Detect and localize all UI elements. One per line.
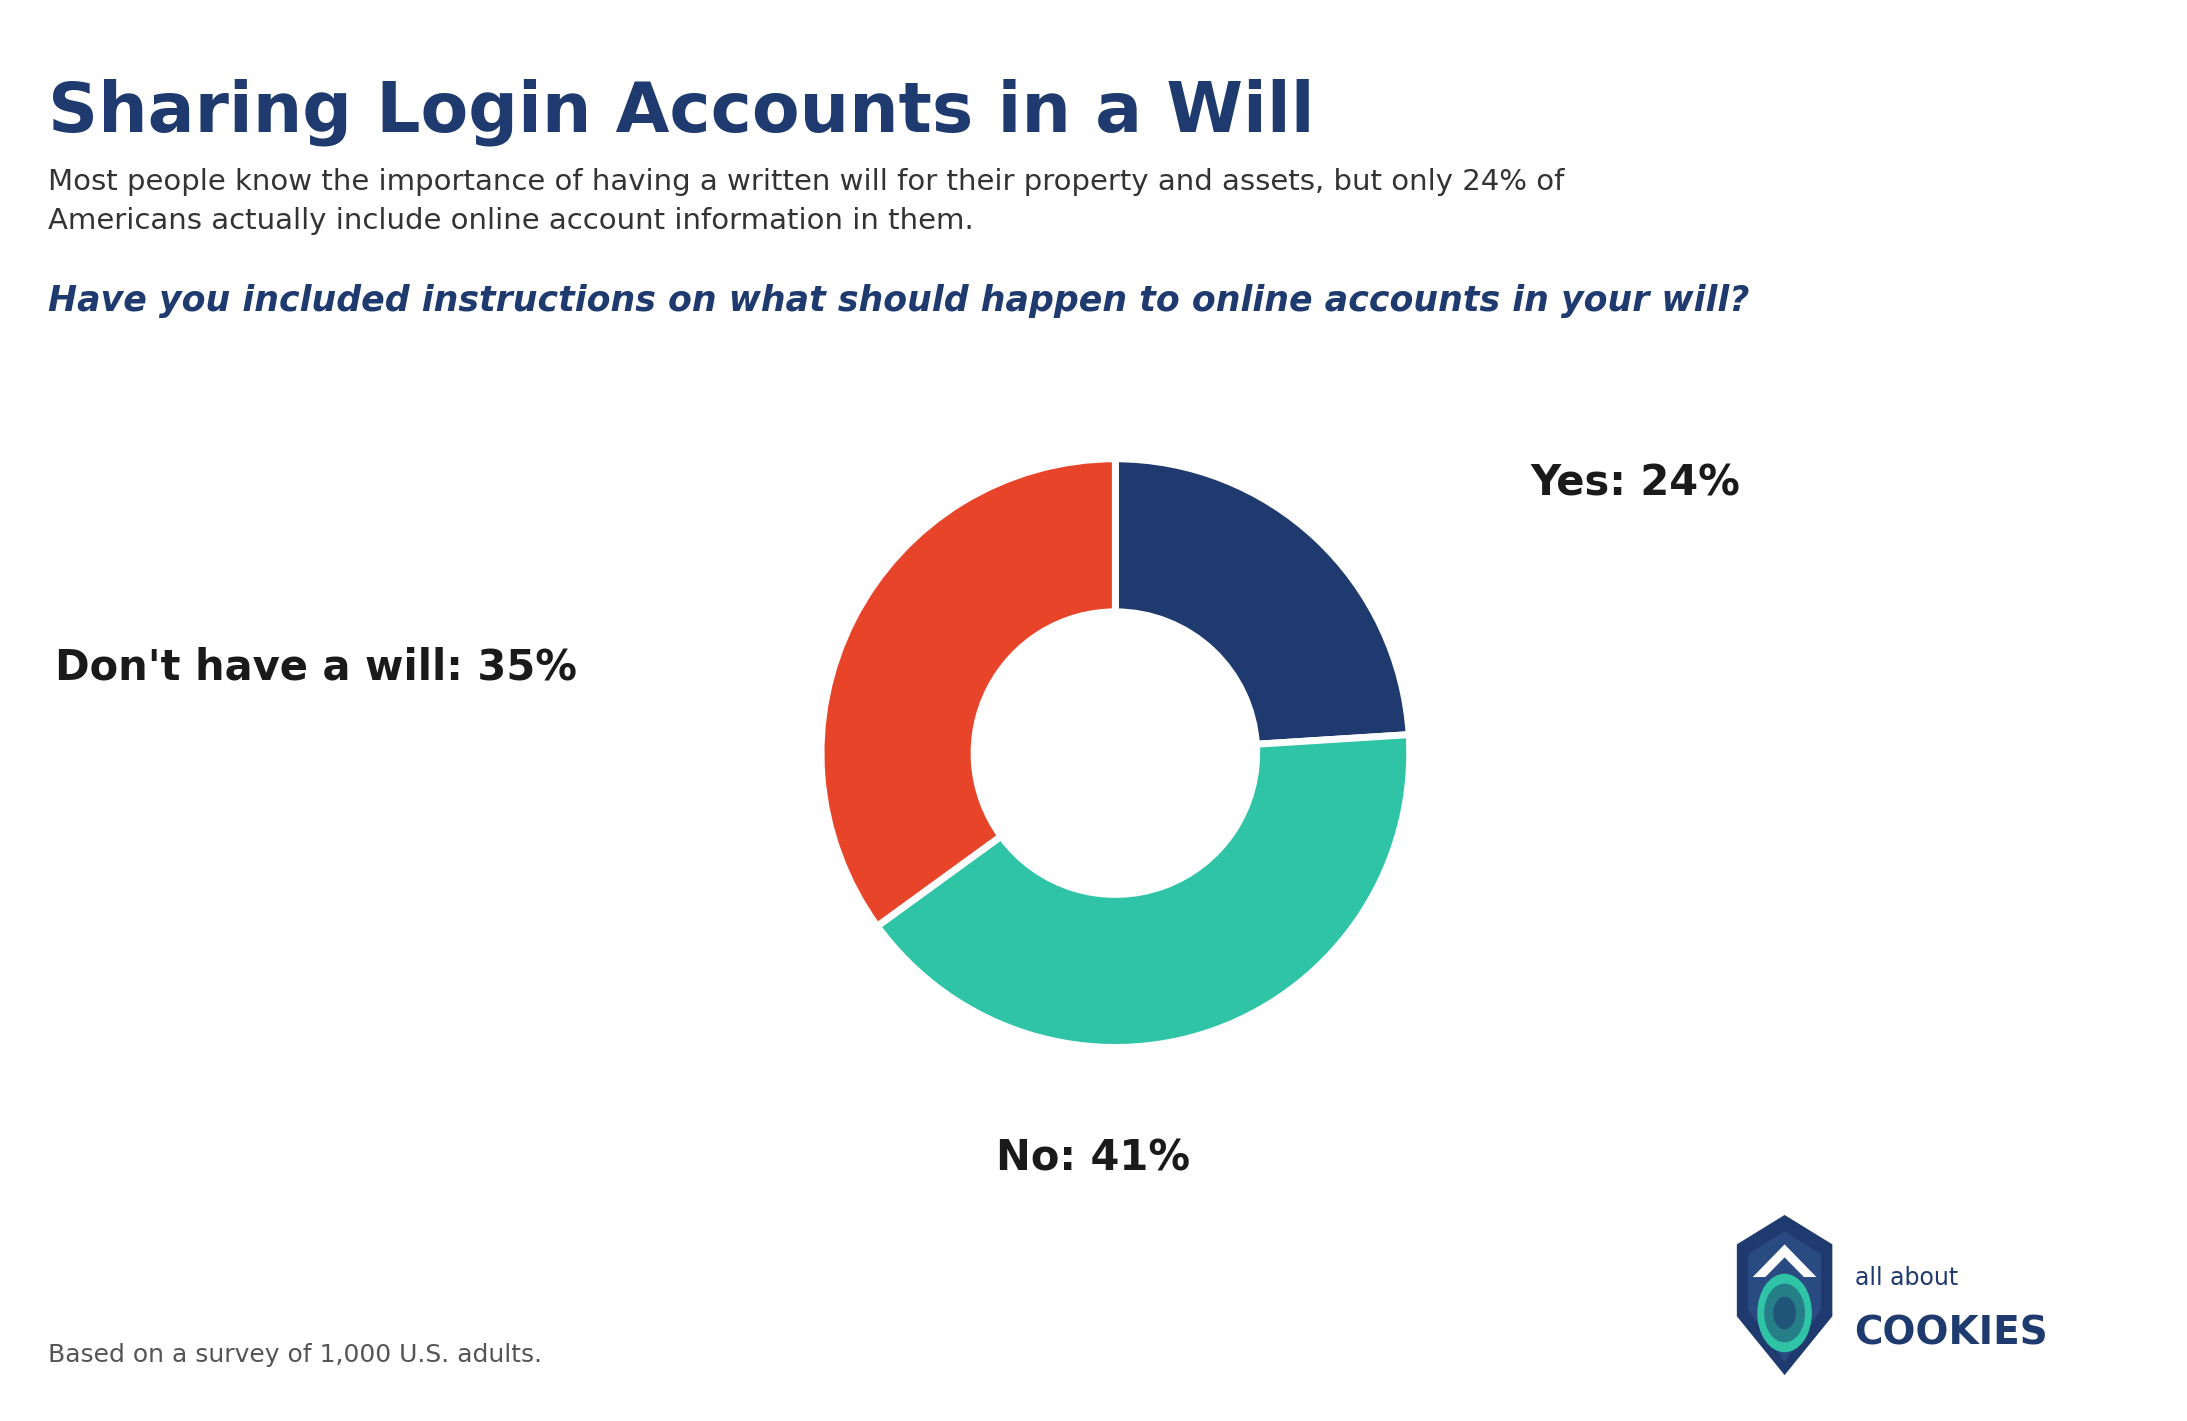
Text: COOKIES: COOKIES <box>1855 1314 2049 1353</box>
Polygon shape <box>1747 1231 1822 1361</box>
Wedge shape <box>820 459 1115 926</box>
Wedge shape <box>1115 459 1408 745</box>
Text: Based on a survey of 1,000 U.S. adults.: Based on a survey of 1,000 U.S. adults. <box>48 1343 542 1367</box>
Polygon shape <box>1736 1215 1833 1376</box>
Circle shape <box>1765 1283 1804 1343</box>
Text: Most people know the importance of having a written will for their property and : Most people know the importance of havin… <box>48 168 1564 234</box>
Text: Yes: 24%: Yes: 24% <box>1531 462 1741 504</box>
Circle shape <box>1758 1273 1811 1353</box>
Text: all about: all about <box>1855 1266 1957 1290</box>
Text: Don't have a will: 35%: Don't have a will: 35% <box>55 647 577 689</box>
Wedge shape <box>877 735 1411 1047</box>
Text: No: 41%: No: 41% <box>997 1137 1190 1179</box>
Text: Have you included instructions on what should happen to online accounts in your : Have you included instructions on what s… <box>48 284 1750 318</box>
Text: Sharing Login Accounts in a Will: Sharing Login Accounts in a Will <box>48 78 1314 146</box>
Polygon shape <box>1752 1245 1817 1277</box>
Circle shape <box>1774 1296 1796 1330</box>
